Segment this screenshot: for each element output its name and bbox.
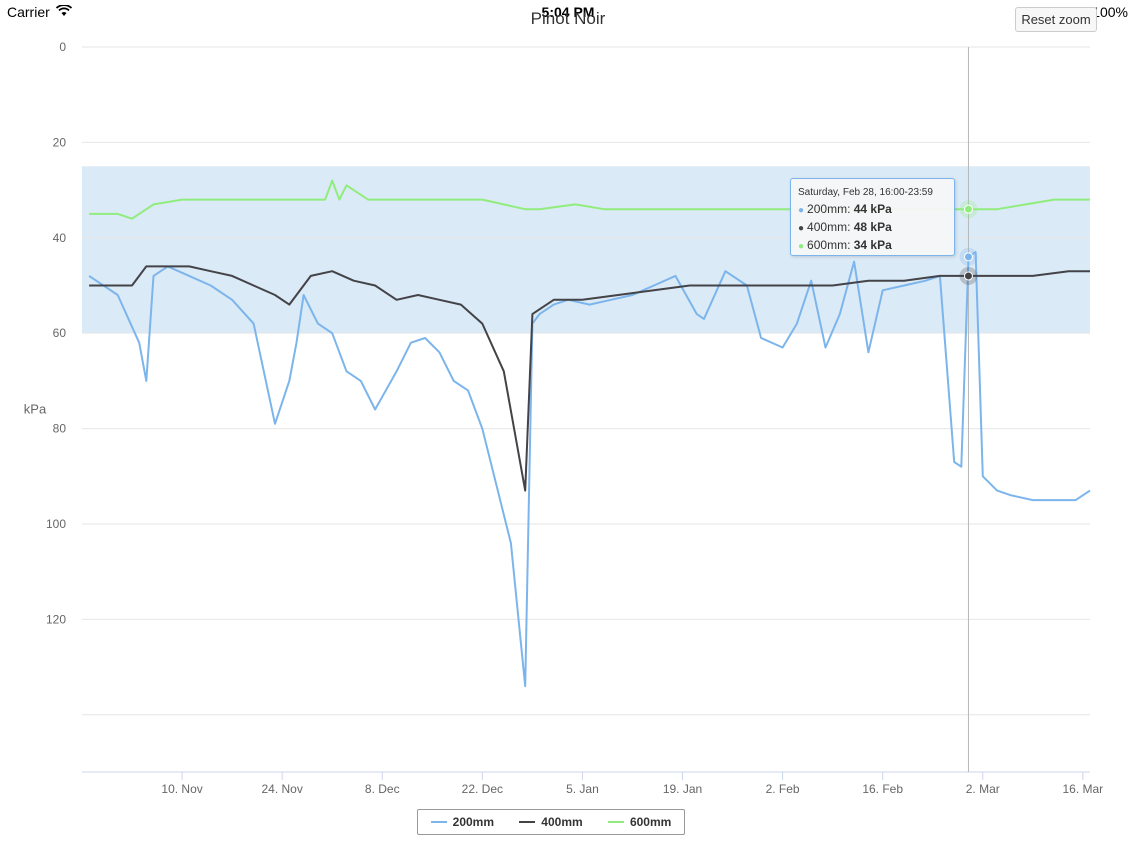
hover-marker bbox=[963, 204, 973, 214]
legend-item-400mm[interactable]: 400mm bbox=[519, 815, 583, 829]
y-tick-label: 0 bbox=[59, 40, 66, 54]
legend-item-200mm[interactable]: 200mm bbox=[430, 815, 495, 829]
tooltip-value: 48 kPa bbox=[853, 220, 892, 234]
x-tick-label: 16. Feb bbox=[862, 782, 903, 796]
x-tick-label: 2. Feb bbox=[766, 782, 800, 796]
x-tick-label: 19. Jan bbox=[663, 782, 702, 796]
y-tick-label: 120 bbox=[46, 612, 66, 626]
tooltip-row-600mm: ● 600mm: 34 kPa bbox=[798, 238, 892, 252]
legend-label: 600mm bbox=[629, 815, 672, 829]
y-tick-label: 100 bbox=[46, 517, 66, 531]
x-tick-label: 24. Nov bbox=[261, 782, 302, 796]
y-tick-label: 60 bbox=[53, 326, 67, 340]
status-time: 5:04 PM bbox=[541, 4, 595, 20]
legend-label: 400mm bbox=[541, 815, 583, 829]
reset-zoom-button[interactable]: Reset zoom bbox=[1015, 7, 1097, 32]
wifi-icon bbox=[56, 5, 72, 16]
tooltip: Saturday, Feb 28, 16:00-23:59 ● 200mm: 44… bbox=[790, 178, 955, 256]
x-tick-label: 5. Jan bbox=[566, 782, 599, 796]
x-tick-label: 2. Mar bbox=[966, 782, 1000, 796]
y-tick-label: 80 bbox=[53, 422, 67, 436]
legend: 200mm 400mm 600mm bbox=[417, 809, 685, 835]
x-tick-label: 8. Dec bbox=[365, 782, 400, 796]
chart-title: Pinot Noir bbox=[530, 9, 606, 28]
carrier-label: Carrier bbox=[7, 4, 50, 20]
y-tick-label: 20 bbox=[53, 135, 67, 149]
legend-item-600mm[interactable]: 600mm bbox=[607, 815, 672, 829]
hover-marker bbox=[963, 271, 973, 281]
legend-label: 200mm bbox=[452, 815, 495, 829]
tooltip-series-name: 400mm bbox=[807, 220, 848, 234]
tooltip-header: Saturday, Feb 28, 16:00-23:59 bbox=[798, 187, 933, 198]
hover-marker bbox=[963, 252, 973, 262]
series-line-400mm bbox=[89, 265, 1090, 492]
tooltip-series-name: 600mm bbox=[807, 238, 848, 252]
battery-percent: 100% bbox=[1092, 4, 1128, 20]
y-tick-label: 40 bbox=[53, 231, 67, 245]
tooltip-value: 34 kPa bbox=[853, 238, 892, 252]
x-tick-label: 10. Nov bbox=[161, 782, 202, 796]
x-tick-label: 16. Mar bbox=[1063, 782, 1104, 796]
y-axis-label: kPa bbox=[24, 402, 47, 417]
x-tick-label: 22. Dec bbox=[462, 782, 503, 796]
tooltip-row-200mm: ● 200mm: 44 kPa bbox=[798, 202, 892, 216]
tooltip-value: 44 kPa bbox=[853, 202, 892, 216]
tooltip-series-name: 200mm bbox=[807, 202, 848, 216]
status-bar: Carrier 5:04 PM 100% bbox=[0, 0, 1136, 22]
tooltip-row-400mm: ● 400mm: 48 kPa bbox=[798, 220, 892, 234]
